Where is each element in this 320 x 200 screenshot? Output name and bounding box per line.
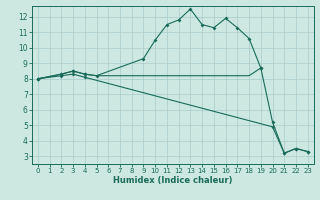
X-axis label: Humidex (Indice chaleur): Humidex (Indice chaleur)	[113, 176, 233, 185]
